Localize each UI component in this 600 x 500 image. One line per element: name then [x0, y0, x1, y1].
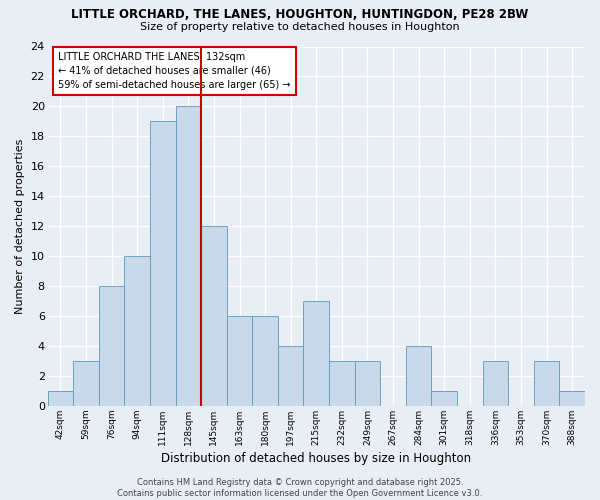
Text: LITTLE ORCHARD THE LANES: 132sqm
← 41% of detached houses are smaller (46)
59% o: LITTLE ORCHARD THE LANES: 132sqm ← 41% o… [58, 52, 291, 90]
Text: LITTLE ORCHARD, THE LANES, HOUGHTON, HUNTINGDON, PE28 2BW: LITTLE ORCHARD, THE LANES, HOUGHTON, HUN… [71, 8, 529, 20]
Bar [355, 361, 380, 406]
Text: Contains HM Land Registry data © Crown copyright and database right 2025.
Contai: Contains HM Land Registry data © Crown c… [118, 478, 482, 498]
Bar [227, 316, 253, 406]
Bar [99, 286, 124, 406]
Bar [482, 361, 508, 406]
Bar [124, 256, 150, 406]
Bar [253, 316, 278, 406]
Bar [176, 106, 201, 406]
Bar [278, 346, 304, 406]
Bar [431, 391, 457, 406]
Text: Size of property relative to detached houses in Houghton: Size of property relative to detached ho… [140, 22, 460, 32]
Bar [150, 122, 176, 406]
Bar [534, 361, 559, 406]
X-axis label: Distribution of detached houses by size in Houghton: Distribution of detached houses by size … [161, 452, 472, 465]
Bar [201, 226, 227, 406]
Bar [559, 391, 585, 406]
Y-axis label: Number of detached properties: Number of detached properties [15, 138, 25, 314]
Bar [406, 346, 431, 406]
Bar [73, 361, 99, 406]
Bar [329, 361, 355, 406]
Bar [304, 301, 329, 406]
Bar [47, 391, 73, 406]
